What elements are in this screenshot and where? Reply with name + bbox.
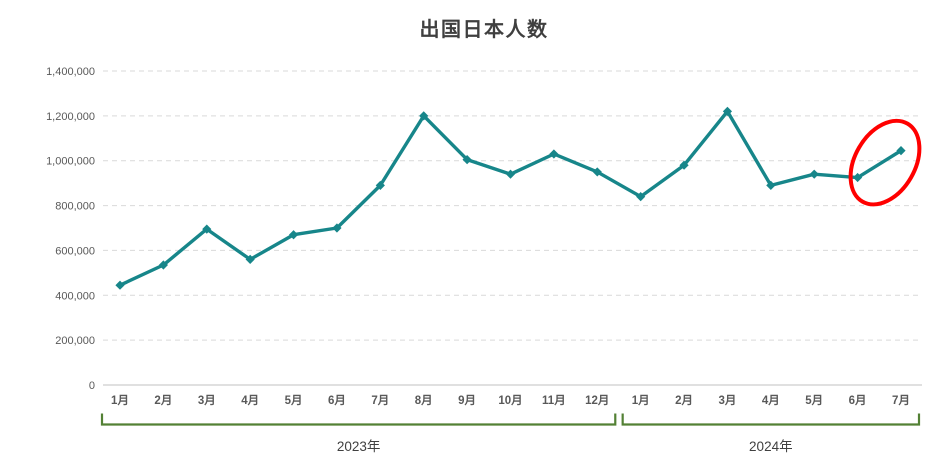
highlight-circle-annotation	[848, 118, 922, 207]
data-point-marker	[679, 160, 689, 170]
x-tick-label: 4月	[762, 394, 780, 407]
data-point-marker	[462, 154, 472, 165]
data-point-marker	[809, 169, 819, 179]
data-point-marker	[505, 169, 516, 179]
x-tick-label: 8月	[415, 394, 433, 407]
year-bracket	[621, 413, 921, 426]
year-bracket	[100, 413, 617, 426]
data-point-marker	[332, 223, 342, 233]
x-tick-label: 3月	[718, 394, 736, 407]
data-point-marker	[592, 167, 602, 177]
x-tick-label: 2月	[675, 394, 693, 407]
year-label: 2023年	[337, 439, 381, 454]
x-tick-label: 3月	[198, 394, 216, 407]
y-tick-label: 1,200,000	[46, 111, 95, 123]
x-tick-label: 5月	[285, 394, 303, 407]
x-tick-label: 6月	[328, 394, 346, 407]
y-tick-label: 800,000	[55, 201, 95, 213]
y-tick-label: 0	[89, 380, 95, 392]
x-tick-label: 10月	[498, 394, 522, 407]
data-point-marker	[636, 192, 646, 202]
x-tick-label: 7月	[892, 394, 910, 407]
y-tick-label: 1,000,000	[46, 156, 95, 168]
data-point-marker	[419, 111, 429, 121]
y-tick-label: 200,000	[55, 335, 95, 347]
x-tick-label: 1月	[111, 394, 129, 407]
y-tick-label: 600,000	[55, 245, 95, 257]
x-tick-label: 5月	[805, 394, 823, 407]
data-point-marker	[375, 180, 385, 190]
data-point-marker	[202, 224, 212, 234]
x-tick-label: 12月	[585, 394, 609, 407]
data-point-marker	[549, 149, 559, 159]
y-tick-label: 400,000	[55, 290, 95, 302]
data-point-marker	[245, 254, 255, 264]
data-point-marker	[853, 172, 863, 183]
x-tick-label: 4月	[241, 394, 259, 407]
data-point-marker	[896, 146, 906, 156]
x-tick-label: 1月	[632, 394, 650, 407]
y-tick-label: 1,400,000	[46, 66, 95, 78]
data-point-marker	[158, 260, 168, 270]
x-tick-label: 6月	[849, 394, 867, 407]
data-point-marker	[722, 106, 733, 116]
x-tick-label: 11月	[542, 394, 566, 407]
x-tick-label: 2月	[154, 394, 172, 407]
data-point-marker	[115, 280, 125, 290]
data-line	[118, 109, 903, 287]
data-point-marker	[766, 180, 776, 190]
x-tick-label: 9月	[458, 394, 476, 407]
chart-title: 出国日本人数	[419, 19, 549, 41]
data-point-marker	[288, 230, 299, 240]
year-label: 2024年	[749, 439, 793, 454]
x-tick-label: 7月	[371, 394, 389, 407]
